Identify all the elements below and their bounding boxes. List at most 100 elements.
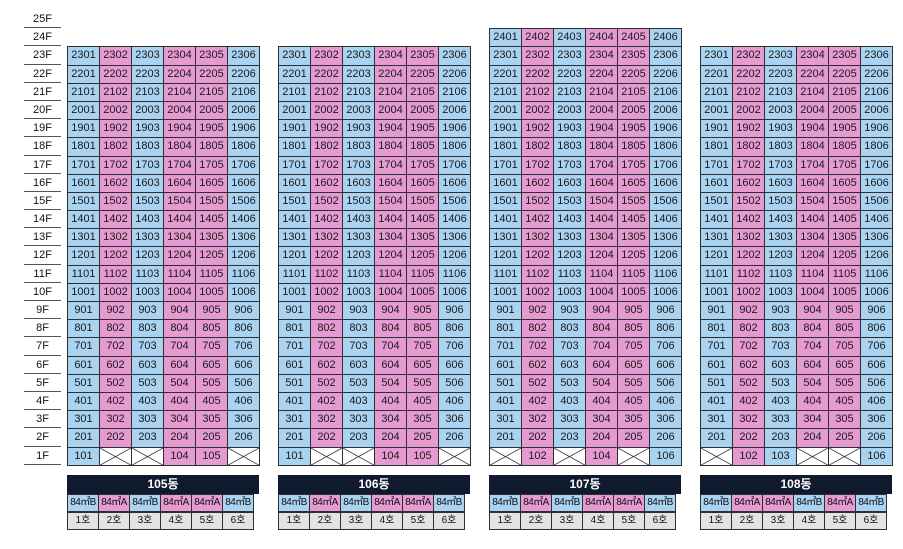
- unit-cell[interactable]: 1203: [764, 246, 797, 266]
- unit-cell[interactable]: 401: [700, 391, 733, 412]
- unit-cell[interactable]: 1402: [310, 210, 343, 230]
- unit-cell[interactable]: 1703: [764, 155, 797, 175]
- unit-cell[interactable]: 1403: [553, 210, 586, 230]
- unit-cell[interactable]: 2006: [860, 100, 893, 121]
- unit-cell[interactable]: 1204: [374, 246, 407, 266]
- unit-cell[interactable]: 902: [521, 301, 554, 321]
- unit-cell[interactable]: 1405: [617, 210, 650, 230]
- unit-cell[interactable]: 204: [374, 428, 407, 448]
- unit-cell[interactable]: 1105: [617, 264, 650, 284]
- unit-cell[interactable]: 304: [374, 410, 407, 430]
- unit-cell[interactable]: 106: [860, 446, 893, 466]
- unit-cell[interactable]: 904: [163, 301, 196, 321]
- unit-cell[interactable]: 502: [521, 373, 554, 393]
- unit-cell[interactable]: 1701: [67, 155, 100, 175]
- unit-cell[interactable]: 803: [342, 319, 375, 339]
- unit-cell[interactable]: 206: [227, 428, 260, 448]
- unit-cell[interactable]: 1203: [553, 246, 586, 266]
- unit-cell[interactable]: 1302: [99, 228, 132, 248]
- unit-cell[interactable]: 1704: [374, 155, 407, 175]
- unit-cell[interactable]: 1105: [195, 264, 228, 284]
- unit-cell[interactable]: 1705: [828, 155, 861, 175]
- unit-cell[interactable]: 1402: [732, 210, 765, 230]
- unit-cell[interactable]: 2103: [553, 82, 586, 102]
- unit-cell[interactable]: 1105: [406, 264, 439, 284]
- unit-cell[interactable]: 2304: [796, 46, 829, 66]
- unit-cell[interactable]: 1101: [278, 264, 311, 284]
- unit-cell[interactable]: 304: [585, 410, 618, 430]
- unit-cell[interactable]: 1503: [131, 191, 164, 212]
- unit-cell[interactable]: 1703: [131, 155, 164, 175]
- unit-cell[interactable]: 1504: [163, 191, 196, 212]
- unit-cell[interactable]: 2306: [227, 46, 260, 66]
- unit-cell[interactable]: 305: [406, 410, 439, 430]
- unit-cell[interactable]: 106: [649, 446, 682, 466]
- unit-cell[interactable]: 1502: [310, 191, 343, 212]
- unit-cell[interactable]: 604: [374, 355, 407, 375]
- unit-cell[interactable]: 1103: [553, 264, 586, 284]
- unit-cell[interactable]: 2103: [131, 82, 164, 102]
- unit-cell[interactable]: 1603: [131, 173, 164, 193]
- unit-cell[interactable]: 2301: [700, 46, 733, 66]
- unit-cell[interactable]: 501: [489, 373, 522, 393]
- unit-cell[interactable]: 1006: [860, 282, 893, 303]
- unit-cell[interactable]: 1102: [732, 264, 765, 284]
- unit-cell[interactable]: 1405: [828, 210, 861, 230]
- unit-cell[interactable]: 1502: [732, 191, 765, 212]
- unit-cell[interactable]: 2204: [374, 64, 407, 84]
- unit-cell[interactable]: 1506: [860, 191, 893, 212]
- unit-cell[interactable]: 1806: [227, 137, 260, 157]
- unit-cell[interactable]: 402: [732, 391, 765, 412]
- unit-cell[interactable]: 1301: [67, 228, 100, 248]
- unit-cell[interactable]: 1706: [438, 155, 471, 175]
- unit-cell[interactable]: 2303: [131, 46, 164, 66]
- unit-cell[interactable]: 606: [438, 355, 471, 375]
- unit-cell[interactable]: 1504: [374, 191, 407, 212]
- unit-cell[interactable]: 1506: [438, 191, 471, 212]
- unit-cell[interactable]: 1905: [406, 119, 439, 139]
- unit-cell[interactable]: 602: [732, 355, 765, 375]
- unit-cell[interactable]: 2001: [67, 100, 100, 121]
- unit-cell[interactable]: 1305: [406, 228, 439, 248]
- unit-cell[interactable]: 1604: [374, 173, 407, 193]
- unit-cell[interactable]: 1802: [99, 137, 132, 157]
- unit-cell[interactable]: 2006: [649, 100, 682, 121]
- unit-cell[interactable]: 1204: [585, 246, 618, 266]
- unit-cell[interactable]: 304: [163, 410, 196, 430]
- unit-cell[interactable]: 802: [732, 319, 765, 339]
- unit-cell[interactable]: 701: [700, 337, 733, 357]
- unit-cell[interactable]: 2006: [438, 100, 471, 121]
- unit-cell[interactable]: 406: [227, 391, 260, 412]
- unit-cell[interactable]: 901: [278, 301, 311, 321]
- unit-cell[interactable]: 2002: [310, 100, 343, 121]
- unit-cell[interactable]: 2102: [310, 82, 343, 102]
- unit-cell[interactable]: 201: [278, 428, 311, 448]
- unit-cell[interactable]: 1803: [764, 137, 797, 157]
- unit-cell[interactable]: 906: [438, 301, 471, 321]
- unit-cell[interactable]: 1502: [521, 191, 554, 212]
- unit-cell[interactable]: 703: [764, 337, 797, 357]
- unit-cell[interactable]: 1602: [732, 173, 765, 193]
- unit-cell[interactable]: 1704: [163, 155, 196, 175]
- unit-cell[interactable]: 2301: [489, 46, 522, 66]
- unit-cell[interactable]: 902: [732, 301, 765, 321]
- unit-cell[interactable]: 2002: [521, 100, 554, 121]
- unit-cell[interactable]: 603: [764, 355, 797, 375]
- unit-cell[interactable]: 2201: [278, 64, 311, 84]
- unit-cell[interactable]: 1101: [700, 264, 733, 284]
- unit-cell[interactable]: 1704: [796, 155, 829, 175]
- unit-cell[interactable]: 1205: [406, 246, 439, 266]
- unit-cell[interactable]: 501: [278, 373, 311, 393]
- unit-cell[interactable]: 2101: [489, 82, 522, 102]
- unit-cell[interactable]: 602: [99, 355, 132, 375]
- unit-cell[interactable]: 905: [406, 301, 439, 321]
- unit-cell[interactable]: 503: [131, 373, 164, 393]
- unit-cell[interactable]: 1404: [374, 210, 407, 230]
- unit-cell[interactable]: 1001: [489, 282, 522, 302]
- unit-cell[interactable]: 1003: [131, 282, 164, 303]
- unit-cell[interactable]: 1201: [700, 246, 733, 266]
- unit-cell[interactable]: 1802: [310, 137, 343, 157]
- unit-cell[interactable]: 1803: [553, 137, 586, 157]
- unit-cell[interactable]: 805: [406, 319, 439, 339]
- unit-cell[interactable]: 1403: [342, 210, 375, 230]
